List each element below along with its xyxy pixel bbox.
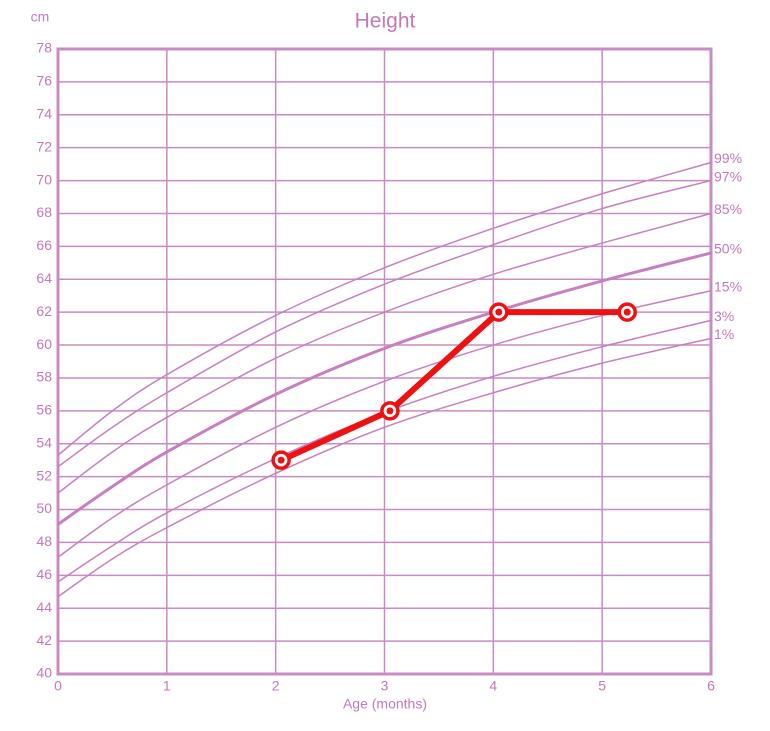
chart-title: Height	[355, 10, 416, 33]
y-tick-label: 64	[36, 270, 52, 286]
x-tick-label: 1	[163, 678, 171, 694]
plot-border	[56, 47, 713, 676]
x-tick-label: 3	[381, 678, 389, 694]
y-tick-label: 78	[36, 40, 52, 56]
y-tick-label: 74	[36, 105, 52, 121]
y-unit: cm	[31, 9, 50, 25]
curve-label: 1%	[714, 326, 734, 342]
y-tick-label: 54	[36, 434, 52, 450]
y-tick-label: 60	[36, 336, 52, 352]
y-tick-label: 56	[36, 402, 52, 418]
curve-label: 50%	[714, 241, 742, 257]
x-tick-label: 2	[272, 678, 280, 694]
data-point	[380, 401, 400, 421]
percentile-curve	[57, 212, 712, 494]
y-tick-label: 40	[36, 665, 52, 681]
curve-label: 99%	[714, 150, 742, 166]
y-tick-label: 76	[36, 73, 52, 89]
y-tick-label: 58	[36, 369, 52, 385]
data-point	[489, 302, 509, 322]
percentile-curve	[57, 161, 712, 456]
x-tick-label: 0	[54, 678, 62, 694]
curve-label: 3%	[714, 308, 734, 324]
y-tick-label: 72	[36, 138, 52, 154]
y-tick-label: 48	[36, 533, 52, 549]
y-tick-label: 46	[36, 566, 52, 582]
percentile-curve	[57, 251, 712, 526]
y-tick-label: 42	[36, 632, 52, 648]
measured-line	[279, 309, 628, 463]
y-tick-label: 70	[36, 171, 52, 187]
curve-label: 85%	[714, 201, 742, 217]
x-tick-label: 4	[489, 678, 497, 694]
x-tick-label: 6	[707, 678, 715, 694]
x-tick-label: 5	[598, 678, 606, 694]
percentile-curve	[57, 290, 712, 558]
percentile-curve	[57, 337, 712, 598]
y-tick-label: 66	[36, 237, 52, 253]
y-tick-label: 44	[36, 599, 52, 615]
y-tick-label: 52	[36, 467, 52, 483]
y-tick-label: 68	[36, 204, 52, 220]
y-tick-label: 50	[36, 500, 52, 516]
data-point	[271, 450, 291, 470]
x-axis-label: Age (months)	[343, 696, 427, 712]
y-tick-label: 62	[36, 303, 52, 319]
data-point	[617, 302, 637, 322]
curve-label: 15%	[714, 278, 742, 294]
percentile-curve	[57, 179, 712, 468]
curve-label: 97%	[714, 168, 742, 184]
